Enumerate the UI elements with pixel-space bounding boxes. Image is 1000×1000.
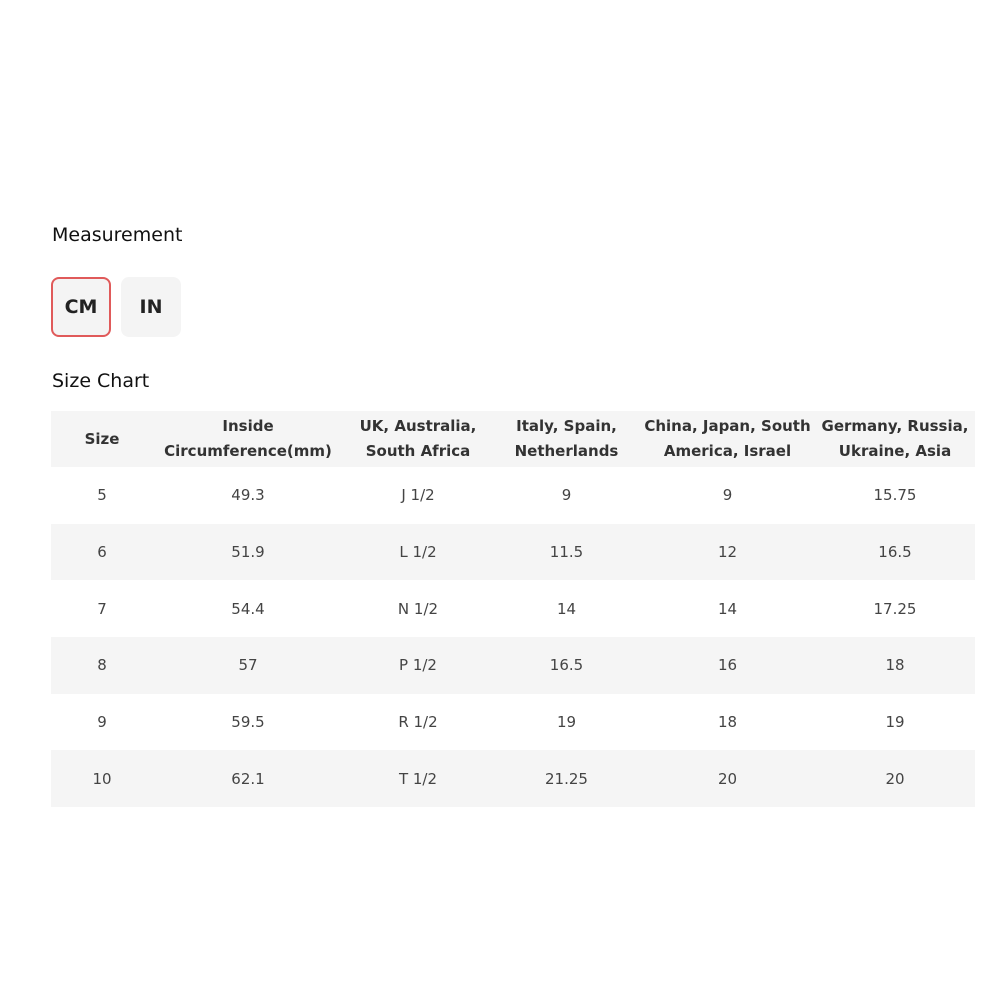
table-cell: 14	[556, 599, 577, 618]
table-cell: N 1/2	[397, 599, 439, 618]
table-cell: 19	[556, 713, 577, 732]
table-header-row: Size Inside Circumference(mm) UK, Australi…	[51, 411, 975, 467]
table-cell: 51.9	[153, 523, 343, 581]
table-cell: 14	[717, 599, 738, 618]
table-cell: 57	[153, 637, 343, 694]
column-header: China, Japan, South America, Israel	[640, 411, 815, 467]
table-row: 10 62.1 T 1/2 21.25 20 20	[51, 750, 975, 808]
table-cell: R 1/2	[398, 713, 438, 732]
table-cell: 6	[51, 523, 153, 581]
table-cell: 9	[561, 486, 572, 505]
table-cell: 12	[640, 523, 815, 581]
column-header: UK, Australia, South Africa	[343, 411, 493, 467]
column-header: Germany, Russia, Ukraine, Asia	[815, 411, 975, 467]
column-header: Inside Circumference(mm)	[153, 411, 343, 467]
table-cell: 54.4	[231, 599, 265, 618]
table-row: 6 51.9 L 1/2 11.5 12 16.5	[51, 523, 975, 581]
table-cell: P 1/2	[343, 637, 493, 694]
table-cell: 62.1	[153, 750, 343, 808]
table-cell: 17.25	[873, 599, 917, 618]
table-cell: 5	[97, 486, 107, 505]
table-cell: 20	[640, 750, 815, 808]
table-cell: 19	[885, 713, 905, 732]
table-cell: J 1/2	[401, 486, 435, 505]
table-cell: 8	[51, 637, 153, 694]
unit-cm-button[interactable]: CM	[51, 277, 111, 337]
table-cell: T 1/2	[343, 750, 493, 808]
table-row: 7 54.4 N 1/2 14 14 17.25	[51, 580, 975, 637]
table-cell: 10	[51, 750, 153, 808]
column-header: Size	[51, 411, 153, 467]
table-cell: 15.75	[873, 486, 917, 505]
size-chart-table: Size Inside Circumference(mm) UK, Australi…	[51, 411, 975, 808]
table-cell: 59.5	[231, 713, 265, 732]
table-cell: 9	[722, 486, 733, 505]
table-row: 5 49.3 J 1/2 9 9 15.75	[51, 467, 975, 524]
table-cell: 9	[97, 713, 107, 732]
unit-in-button[interactable]: IN	[121, 277, 181, 337]
table-cell: 16.5	[493, 637, 640, 694]
column-header: Italy, Spain, Netherlands	[493, 411, 640, 467]
table-cell: 16	[640, 637, 815, 694]
table-cell: 49.3	[231, 486, 265, 505]
table-cell: 21.25	[493, 750, 640, 808]
size-chart-heading: Size Chart	[52, 370, 150, 392]
table-cell: 20	[815, 750, 975, 808]
table-row: 9 59.5 R 1/2 19 18 19	[51, 694, 975, 751]
table-cell: 7	[97, 599, 107, 618]
table-row: 8 57 P 1/2 16.5 16 18	[51, 637, 975, 694]
table-cell: 18	[815, 637, 975, 694]
table-cell: L 1/2	[343, 523, 493, 581]
measurement-heading: Measurement	[52, 224, 183, 246]
table-cell: 11.5	[493, 523, 640, 581]
table-cell: 16.5	[815, 523, 975, 581]
table-cell: 18	[717, 713, 738, 732]
